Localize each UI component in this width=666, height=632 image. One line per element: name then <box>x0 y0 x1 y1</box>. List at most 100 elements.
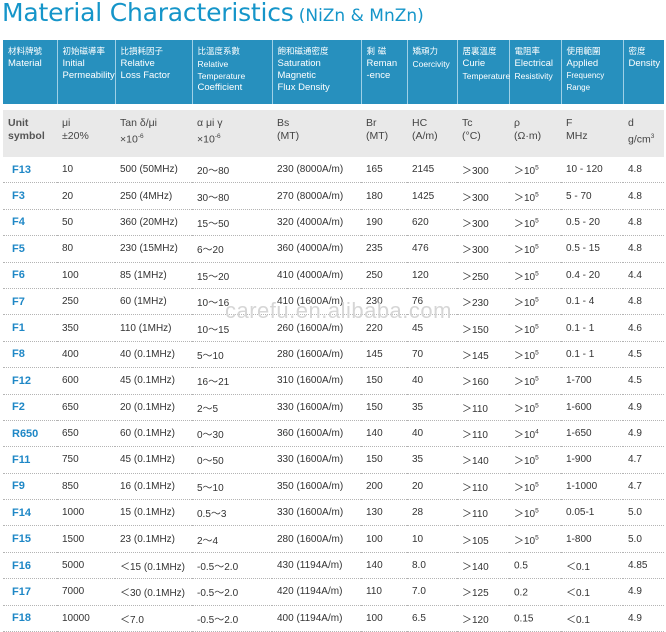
unit-rho: ρ (Ω·m) <box>509 110 561 157</box>
cell-material: F7 <box>3 288 57 316</box>
cell-tan: ＜7.0 <box>115 605 192 632</box>
cell-bs: 230 (8000A/m) <box>272 157 361 184</box>
cell-br: 200 <box>361 473 407 501</box>
cell-mu: 10000 <box>57 605 115 632</box>
cell-bs: 280 (1600A/m) <box>272 525 361 553</box>
cell-alpha: -0.5～2.0 <box>192 605 272 632</box>
cell-tc: ＞110 <box>457 499 509 527</box>
cell-bs: 280 (1600A/m) <box>272 341 361 369</box>
cell-alpha: 6～20 <box>192 235 272 263</box>
cell-hc: 120 <box>407 262 457 289</box>
cell-br: 150 <box>361 367 407 395</box>
cell-alpha: 15～20 <box>192 262 272 289</box>
cell-rho: ＞105 <box>509 525 561 553</box>
cell-bs: 360 (1600A/m) <box>272 420 361 448</box>
cell-rho: ＞105 <box>509 288 561 316</box>
cell-tan: 15 (0.1MHz) <box>115 499 192 527</box>
cell-tan: 40 (0.1MHz) <box>115 341 192 369</box>
cell-d: 4.9 <box>623 578 664 606</box>
cell-alpha: 10～16 <box>192 288 272 316</box>
cell-f: ＜0.1 <box>561 552 623 580</box>
cell-hc: 1425 <box>407 182 457 210</box>
cell-tc: ＞300 <box>457 182 509 210</box>
cell-bs: 410 (1600A/m) <box>272 288 361 316</box>
cell-material: F2 <box>3 394 57 421</box>
cell-bs: 320 (4000A/m) <box>272 209 361 237</box>
table-row: F8 400 40 (0.1MHz) 5～10 280 (1600A/m) 145 70 ＞1… <box>3 341 664 369</box>
header-flux-density: 飽和磁通密度 Saturation Magnetic Flux Density <box>271 40 361 104</box>
title-subtitle: (NiZn & MnZn) <box>298 6 424 26</box>
cell-tc: ＞120 <box>457 605 509 632</box>
cell-hc: 620 <box>407 209 457 237</box>
cell-hc: 6.5 <box>407 605 457 632</box>
cell-rho: ＞105 <box>509 446 561 474</box>
cell-d: 4.85 <box>623 552 664 580</box>
cell-d: 4.9 <box>623 605 664 632</box>
cell-bs: 400 (1194A/m) <box>272 605 361 632</box>
cell-f: ＜0.1 <box>561 605 623 632</box>
cell-bs: 330 (1600A/m) <box>272 446 361 474</box>
cell-br: 230 <box>361 288 407 316</box>
cell-material: F18 <box>3 605 57 632</box>
cell-hc: 70 <box>407 341 457 369</box>
cell-mu: 650 <box>57 420 115 448</box>
table-row: F5 80 230 (15MHz) 6～20 360 (4000A/m) 235 476 ＞3… <box>3 235 664 263</box>
cell-rho: ＞105 <box>509 341 561 369</box>
cell-br: 250 <box>361 262 407 289</box>
cell-d: 4.7 <box>623 446 664 474</box>
cell-f: 1-600 <box>561 394 623 421</box>
cell-bs: 430 (1194A/m) <box>272 552 361 580</box>
unit-f: F MHz <box>561 110 623 157</box>
unit-tan: Tan δ/μi ×10-6 <box>115 110 192 157</box>
cell-tc: ＞145 <box>457 341 509 369</box>
cell-hc: 10 <box>407 525 457 553</box>
cell-br: 150 <box>361 446 407 474</box>
cell-bs: 330 (1600A/m) <box>272 394 361 421</box>
header-material: 材料牌號 Material <box>3 40 57 104</box>
cell-hc: 20 <box>407 473 457 501</box>
cell-f: 0.1 - 1 <box>561 341 623 369</box>
cell-material: F3 <box>3 182 57 210</box>
cell-alpha: 20～80 <box>192 157 272 184</box>
cell-rho: 0.2 <box>509 578 561 606</box>
unit-alpha: α μi γ ×10-6 <box>192 110 272 157</box>
cell-rho: ＞105 <box>509 182 561 210</box>
cell-alpha: 0.5～3 <box>192 499 272 527</box>
cell-material: F15 <box>3 525 57 553</box>
cell-alpha: 0～30 <box>192 420 272 448</box>
cell-d: 4.4 <box>623 262 664 289</box>
table-row: F4 50 360 (20MHz) 15～50 320 (4000A/m) 190 620 ＞… <box>3 209 664 237</box>
unit-bs: Bs (MT) <box>272 110 361 157</box>
cell-tc: ＞250 <box>457 262 509 289</box>
cell-alpha: 5～10 <box>192 341 272 369</box>
cell-alpha: 2～4 <box>192 525 272 553</box>
cell-d: 4.5 <box>623 367 664 395</box>
cell-d: 4.8 <box>623 182 664 210</box>
table-row: F15 1500 23 (0.1MHz) 2～4 280 (1600A/m) 100 10 ＞… <box>3 525 664 553</box>
cell-material: F4 <box>3 209 57 237</box>
cell-tc: ＞105 <box>457 525 509 553</box>
cell-rho: ＞105 <box>509 394 561 421</box>
cell-f: 1-900 <box>561 446 623 474</box>
cell-alpha: 15～50 <box>192 209 272 237</box>
cell-f: 1-650 <box>561 420 623 448</box>
cell-br: 130 <box>361 499 407 527</box>
cell-material: F9 <box>3 473 57 501</box>
cell-tan: 20 (0.1MHz) <box>115 394 192 421</box>
cell-hc: 7.0 <box>407 578 457 606</box>
cell-d: 4.9 <box>623 420 664 448</box>
cell-mu: 20 <box>57 182 115 210</box>
page-title: Material Characteristics (NiZn & MnZn) <box>2 0 424 32</box>
cell-br: 100 <box>361 605 407 632</box>
cell-hc: 40 <box>407 367 457 395</box>
cell-alpha: -0.5～2.0 <box>192 578 272 606</box>
cell-rho: 0.15 <box>509 605 561 632</box>
cell-rho: ＞105 <box>509 235 561 263</box>
cell-f: 5 - 70 <box>561 182 623 210</box>
cell-bs: 260 (1600A/m) <box>272 314 361 342</box>
table-row: F9 850 16 (0.1MHz) 5～10 350 (1600A/m) 200 20 ＞1… <box>3 473 664 501</box>
unit-mu: μi ±20% <box>57 110 115 157</box>
cell-mu: 850 <box>57 473 115 501</box>
table-row: F12 600 45 (0.1MHz) 16～21 310 (1600A/m) 150 40… <box>3 367 664 395</box>
units-row: Unit symbol μi ±20% Tan δ/μi ×10-6 α μi γ ×1… <box>3 110 664 157</box>
